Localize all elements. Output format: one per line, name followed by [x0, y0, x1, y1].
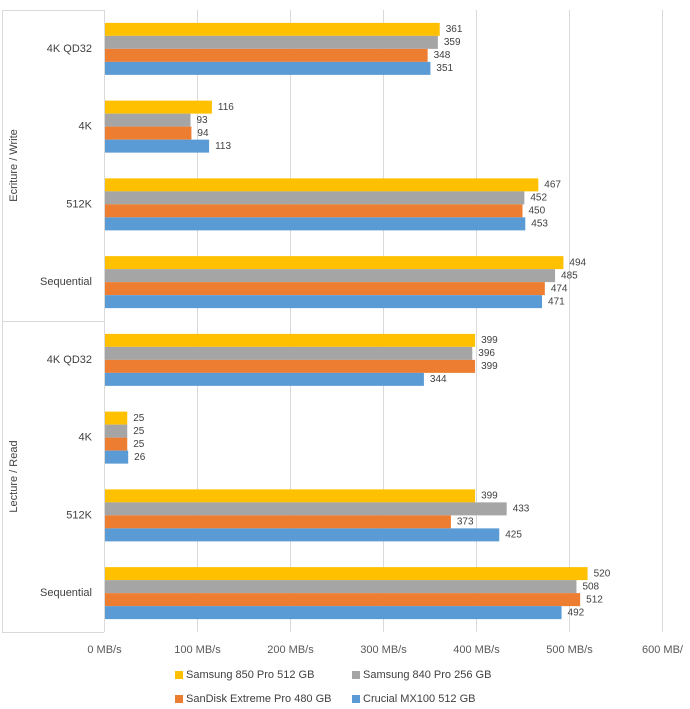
legend-label: Samsung 850 Pro 512 GB	[186, 669, 314, 681]
bar	[105, 295, 543, 309]
category-label: 4K QD32	[47, 43, 92, 55]
axis-layer: 0 MB/s 100 MB/s 200 MB/s 300 MB/s 400 MB/s 50…	[2, 10, 684, 656]
data-label: 467	[544, 180, 561, 191]
x-tick-label: 600 MB/	[642, 644, 684, 656]
bar	[105, 178, 539, 192]
bar	[105, 359, 476, 373]
legend-label: Samsung 840 Pro 256 GB	[363, 669, 491, 681]
category-label: 4K	[79, 121, 93, 133]
data-label: 361	[446, 24, 463, 35]
data-label: 26	[134, 452, 146, 463]
data-label: 25	[133, 439, 145, 450]
data-label: 485	[561, 270, 578, 281]
bar	[105, 35, 438, 49]
bar	[105, 333, 476, 347]
x-tick-label: 400 MB/s	[453, 644, 500, 656]
bar	[105, 22, 440, 36]
data-label: 512	[586, 594, 603, 605]
legend-swatch	[352, 671, 360, 679]
data-label: 450	[529, 206, 546, 217]
data-label: 373	[457, 517, 474, 528]
group-label: Lecture / Read	[8, 440, 20, 512]
bar	[105, 126, 192, 140]
legend-label: Crucial MX100 512 GB	[363, 693, 476, 705]
legend-swatch	[175, 695, 183, 703]
data-label: 116	[218, 102, 234, 113]
bar	[105, 191, 525, 205]
data-label: 520	[594, 568, 611, 579]
grid-layer	[104, 10, 663, 632]
bar	[105, 515, 451, 529]
bar	[105, 346, 473, 360]
bar	[105, 61, 431, 75]
bar	[105, 100, 212, 114]
data-label: 93	[196, 115, 208, 126]
category-label: 4K QD32	[47, 354, 92, 366]
data-label: 474	[551, 283, 568, 294]
bar	[105, 256, 564, 270]
bar	[105, 593, 581, 607]
bar	[105, 113, 191, 127]
data-label: 94	[197, 128, 209, 139]
data-label: 348	[434, 50, 451, 61]
category-label: 4K	[79, 432, 93, 444]
data-label: 433	[513, 504, 530, 515]
data-label: 351	[436, 63, 453, 74]
bar	[105, 580, 577, 594]
bar	[105, 489, 476, 503]
x-tick-label: 0 MB/s	[87, 644, 122, 656]
bar	[105, 411, 128, 425]
data-label: 453	[531, 219, 548, 230]
data-label: 344	[430, 374, 447, 385]
data-label: 113	[215, 141, 231, 152]
bar	[105, 372, 424, 386]
category-label: Sequential	[40, 587, 92, 599]
data-label: 399	[481, 335, 498, 346]
legend-label: SanDisk Extreme Pro 480 GB	[186, 693, 332, 705]
x-tick-label: 300 MB/s	[360, 644, 407, 656]
data-label: 359	[444, 37, 461, 48]
data-label: 25	[133, 413, 145, 424]
bar	[105, 606, 562, 620]
data-label: 399	[481, 361, 498, 372]
bar-layer	[105, 22, 588, 620]
x-tick-label: 500 MB/s	[546, 644, 593, 656]
data-label: 452	[530, 193, 547, 204]
group-label: Ecriture / Write	[8, 129, 20, 202]
category-label: 512K	[66, 198, 92, 210]
category-label: 512K	[66, 509, 92, 521]
data-label: 494	[569, 257, 586, 268]
x-tick-label: 200 MB/s	[267, 644, 314, 656]
legend-swatch	[352, 695, 360, 703]
bar	[105, 269, 556, 283]
bar	[105, 48, 428, 62]
legend: Samsung 850 Pro 512 GB Samsung 840 Pro 25…	[175, 669, 491, 705]
bar	[105, 502, 507, 516]
data-label: 508	[582, 581, 599, 592]
data-label: 492	[568, 607, 585, 618]
data-label: 396	[478, 348, 495, 359]
bar	[105, 282, 545, 296]
data-label: 25	[133, 426, 145, 437]
data-label: 399	[481, 491, 498, 502]
x-tick-label: 100 MB/s	[174, 644, 221, 656]
bar	[105, 528, 500, 542]
bar	[105, 204, 523, 218]
legend-swatch	[175, 671, 183, 679]
category-label: Sequential	[40, 276, 92, 288]
label-layer: Ecriture / Write 4K QD32 361 359 348 351 4K 116…	[8, 24, 611, 618]
data-label: 471	[548, 296, 565, 307]
bar	[105, 217, 526, 231]
bar	[105, 567, 588, 581]
bar	[105, 424, 128, 438]
bar	[105, 437, 128, 451]
bar	[105, 450, 129, 464]
data-label: 425	[505, 530, 522, 541]
bar	[105, 139, 210, 153]
